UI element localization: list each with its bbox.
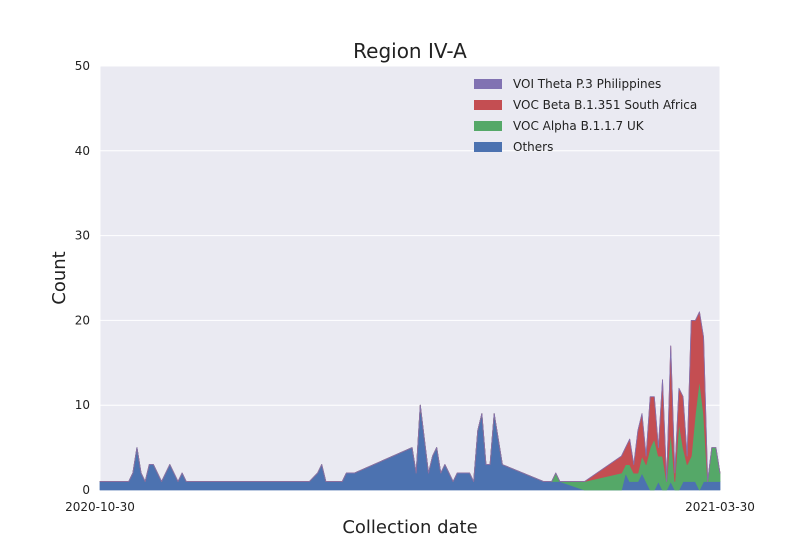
legend-swatch xyxy=(474,100,502,110)
y-tick-label: 0 xyxy=(82,483,90,497)
chart-title: Region IV-A xyxy=(353,39,467,63)
plot-background xyxy=(100,66,720,490)
y-tick-label: 40 xyxy=(75,144,90,158)
legend-swatch xyxy=(474,142,502,152)
x-tick-label: 2021-03-30 xyxy=(685,500,755,514)
legend-swatch xyxy=(474,79,502,89)
x-tick-label: 2020-10-30 xyxy=(65,500,135,514)
legend-label: VOC Beta B.1.351 South Africa xyxy=(513,98,697,112)
legend-label: VOI Theta P.3 Philippines xyxy=(513,77,661,91)
x-axis-title: Collection date xyxy=(342,517,477,538)
legend: VOI Theta P.3 Philippines VOC Beta B.1.35… xyxy=(474,77,697,154)
y-tick-label: 50 xyxy=(75,59,90,73)
y-tick-label: 30 xyxy=(75,229,90,243)
x-tick-labels: 2020-10-30 2021-03-30 xyxy=(65,500,755,514)
area-series xyxy=(99,311,721,491)
area-voi-theta-p-3-philippines xyxy=(99,311,721,482)
y-tick-label: 10 xyxy=(75,398,90,412)
legend-label: VOC Alpha B.1.1.7 UK xyxy=(513,119,645,133)
y-tick-label: 20 xyxy=(75,313,90,327)
y-axis-title: Count xyxy=(49,251,70,304)
legend-swatch xyxy=(474,121,502,131)
legend-label: Others xyxy=(513,140,553,154)
y-tick-labels: 0 10 20 30 40 50 xyxy=(75,59,90,497)
